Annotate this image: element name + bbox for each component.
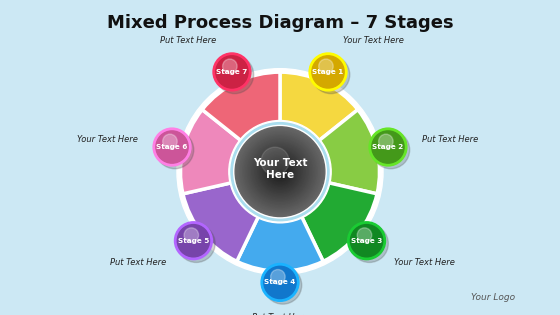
Wedge shape (183, 181, 262, 261)
Circle shape (261, 147, 289, 175)
Wedge shape (280, 72, 358, 146)
Circle shape (351, 225, 388, 262)
Wedge shape (313, 110, 380, 194)
Text: Mixed Process Diagram – 7 Stages: Mixed Process Diagram – 7 Stages (107, 14, 453, 32)
Circle shape (255, 146, 305, 197)
Circle shape (252, 144, 308, 200)
Wedge shape (202, 72, 280, 146)
Circle shape (249, 140, 311, 203)
Text: Put Text Here: Put Text Here (252, 313, 308, 315)
Circle shape (261, 153, 299, 191)
Circle shape (163, 134, 177, 149)
Circle shape (240, 131, 320, 212)
Circle shape (309, 53, 347, 91)
Circle shape (175, 222, 212, 260)
Circle shape (263, 154, 297, 189)
Circle shape (213, 53, 251, 91)
Circle shape (272, 163, 288, 180)
Circle shape (241, 133, 319, 210)
Circle shape (369, 128, 407, 166)
Wedge shape (280, 72, 358, 146)
Circle shape (256, 148, 304, 195)
Circle shape (270, 162, 290, 181)
Circle shape (372, 131, 410, 169)
Circle shape (216, 56, 248, 88)
Circle shape (351, 225, 382, 257)
Circle shape (216, 56, 254, 94)
Circle shape (264, 266, 302, 304)
Wedge shape (183, 181, 262, 261)
Text: Put Text Here: Put Text Here (110, 258, 166, 267)
Circle shape (156, 131, 194, 169)
Circle shape (246, 137, 314, 206)
Circle shape (379, 134, 393, 149)
Text: Your Logo: Your Logo (471, 293, 515, 302)
Circle shape (178, 225, 209, 257)
Wedge shape (298, 181, 377, 261)
Circle shape (244, 136, 316, 207)
Text: Put Text Here: Put Text Here (161, 36, 217, 45)
Circle shape (248, 139, 312, 204)
Text: Your Text Here: Your Text Here (77, 135, 138, 144)
Circle shape (231, 123, 329, 221)
Circle shape (222, 59, 237, 73)
Circle shape (275, 166, 285, 177)
Circle shape (348, 222, 385, 260)
Circle shape (254, 145, 306, 198)
Circle shape (250, 142, 310, 201)
Circle shape (267, 159, 293, 185)
Wedge shape (180, 110, 247, 194)
Circle shape (357, 228, 372, 242)
Circle shape (156, 131, 188, 163)
Circle shape (264, 156, 296, 188)
Wedge shape (237, 209, 323, 271)
Circle shape (312, 56, 344, 88)
Circle shape (265, 157, 295, 186)
Circle shape (264, 266, 296, 299)
Text: Your Text
Here: Your Text Here (253, 158, 307, 180)
Wedge shape (237, 209, 323, 271)
Text: Put Text Here: Put Text Here (422, 135, 478, 144)
Text: Your Text Here: Your Text Here (394, 258, 455, 267)
Circle shape (269, 160, 291, 183)
Circle shape (184, 228, 199, 242)
Circle shape (259, 151, 301, 192)
Text: Stage 5: Stage 5 (178, 238, 209, 244)
Circle shape (273, 165, 287, 179)
Circle shape (279, 171, 281, 172)
Circle shape (177, 69, 383, 275)
Text: Your Text Here: Your Text Here (343, 36, 404, 45)
Text: Stage 4: Stage 4 (264, 279, 296, 285)
Wedge shape (202, 72, 280, 146)
Text: Stage 6: Stage 6 (156, 144, 188, 150)
Circle shape (238, 130, 322, 214)
Circle shape (276, 168, 284, 175)
Wedge shape (180, 110, 247, 194)
Circle shape (312, 56, 350, 94)
Circle shape (258, 150, 302, 194)
Wedge shape (298, 181, 377, 261)
Circle shape (242, 135, 318, 209)
Circle shape (234, 125, 326, 218)
Text: Stage 2: Stage 2 (372, 144, 404, 150)
Circle shape (372, 131, 404, 163)
Text: Stage 1: Stage 1 (312, 69, 344, 75)
Text: Stage 3: Stage 3 (351, 238, 382, 244)
Circle shape (261, 263, 299, 301)
Circle shape (237, 128, 323, 215)
Circle shape (270, 270, 285, 284)
Circle shape (229, 121, 331, 223)
Circle shape (235, 127, 325, 216)
Text: Stage 7: Stage 7 (216, 69, 248, 75)
Circle shape (178, 225, 215, 262)
Circle shape (153, 128, 191, 166)
Circle shape (278, 169, 282, 174)
Wedge shape (313, 110, 380, 194)
Circle shape (319, 59, 333, 73)
